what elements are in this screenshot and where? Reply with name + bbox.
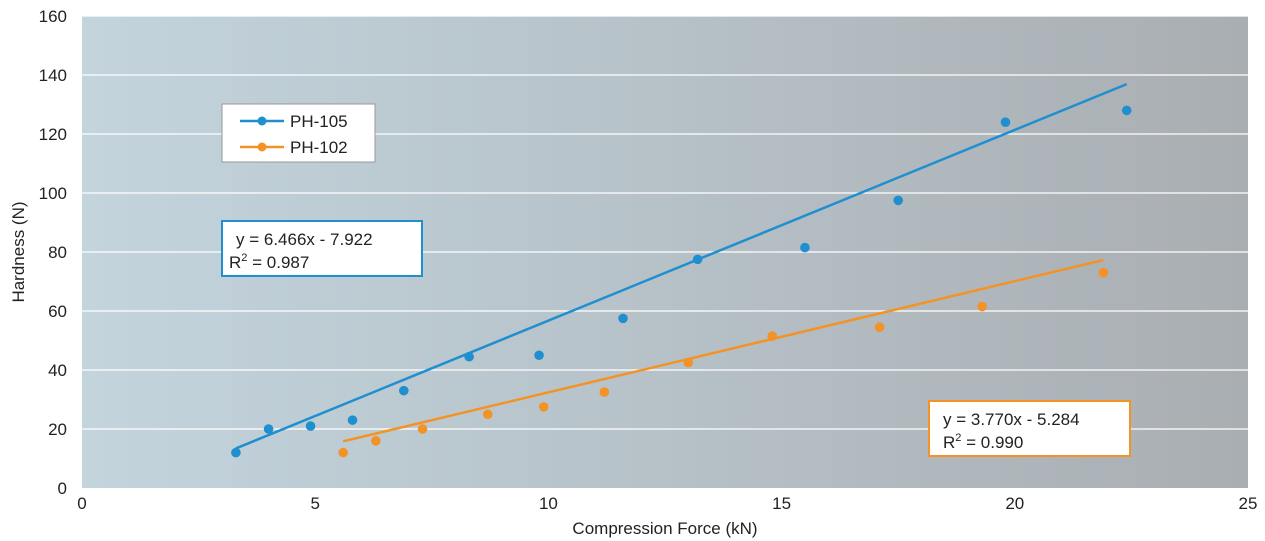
data-point-ph-105 bbox=[399, 385, 409, 396]
data-point-ph-105 bbox=[800, 242, 810, 253]
data-point-ph-102 bbox=[371, 436, 381, 446]
data-point-ph-105 bbox=[1121, 105, 1132, 116]
data-point-ph-102 bbox=[874, 322, 885, 333]
y-tick-label: 20 bbox=[48, 420, 67, 439]
y-axis-title: Hardness (N) bbox=[9, 201, 28, 302]
x-tick-label: 25 bbox=[1239, 494, 1258, 513]
y-tick-label: 120 bbox=[39, 125, 67, 144]
equation-ph102: y = 3.770x - 5.284 bbox=[943, 410, 1080, 429]
data-point-ph-102 bbox=[482, 409, 493, 420]
equation-box-ph102: y = 3.770x - 5.284 R2 = 0.990 bbox=[928, 400, 1131, 457]
equation-box-ph105: y = 6.466x - 7.922 R2 = 0.987 bbox=[221, 220, 423, 277]
x-axis-title: Compression Force (kN) bbox=[572, 519, 757, 538]
data-point-ph-105 bbox=[347, 415, 358, 425]
y-tick-label: 40 bbox=[48, 361, 67, 380]
y-tick-label: 100 bbox=[39, 184, 67, 203]
x-tick-label: 5 bbox=[310, 494, 319, 513]
legend-label-ph102: PH-102 bbox=[290, 138, 348, 157]
data-point-ph-105 bbox=[692, 254, 703, 265]
data-point-ph-102 bbox=[1098, 267, 1109, 278]
legend-label-ph105: PH-105 bbox=[290, 112, 348, 131]
trendline-ph-102 bbox=[342, 258, 1104, 443]
data-point-ph-102 bbox=[977, 301, 987, 312]
trendline-ph-105 bbox=[235, 82, 1128, 450]
data-point-ph-102 bbox=[538, 402, 549, 412]
x-tick-label: 10 bbox=[539, 494, 558, 513]
x-tick-label: 15 bbox=[772, 494, 791, 513]
x-axis-ticks: 0 5 10 15 20 25 bbox=[77, 494, 1257, 513]
data-point-ph-105 bbox=[263, 424, 274, 434]
data-point-ph-105 bbox=[464, 351, 474, 362]
x-tick-label: 0 bbox=[77, 494, 86, 513]
data-points bbox=[231, 105, 1132, 458]
legend-marker-ph105 bbox=[257, 116, 267, 126]
r2-ph102: R2 = 0.990 bbox=[943, 432, 1023, 452]
legend-box bbox=[221, 103, 376, 163]
data-point-ph-105 bbox=[893, 195, 903, 206]
data-point-ph-105 bbox=[231, 447, 241, 458]
y-tick-label: 80 bbox=[48, 243, 67, 262]
x-tick-label: 20 bbox=[1005, 494, 1024, 513]
legend: PH-105 PH-102 bbox=[221, 103, 376, 163]
data-point-ph-105 bbox=[534, 350, 544, 361]
y-tick-label: 60 bbox=[48, 302, 67, 321]
y-tick-label: 0 bbox=[58, 479, 67, 498]
data-point-ph-102 bbox=[338, 447, 348, 458]
data-point-ph-105 bbox=[305, 421, 316, 431]
legend-marker-ph102 bbox=[257, 142, 267, 152]
data-point-ph-102 bbox=[599, 387, 610, 397]
y-tick-label: 140 bbox=[39, 66, 67, 85]
trendlines bbox=[235, 82, 1128, 450]
y-axis-ticks: 0 20 40 60 80 100 120 140 160 bbox=[39, 7, 67, 498]
equation-box-ph105-frame bbox=[221, 220, 423, 277]
data-point-ph-102 bbox=[767, 331, 778, 341]
equation-box-ph102-frame bbox=[928, 400, 1131, 457]
data-point-ph-105 bbox=[1000, 117, 1011, 127]
y-tick-label: 160 bbox=[39, 7, 67, 26]
data-point-ph-102 bbox=[683, 357, 694, 368]
r2-ph105: R2 = 0.987 bbox=[229, 252, 309, 272]
data-point-ph-102 bbox=[417, 424, 428, 434]
equation-ph105: y = 6.466x - 7.922 bbox=[236, 230, 373, 249]
data-point-ph-105 bbox=[618, 313, 628, 324]
